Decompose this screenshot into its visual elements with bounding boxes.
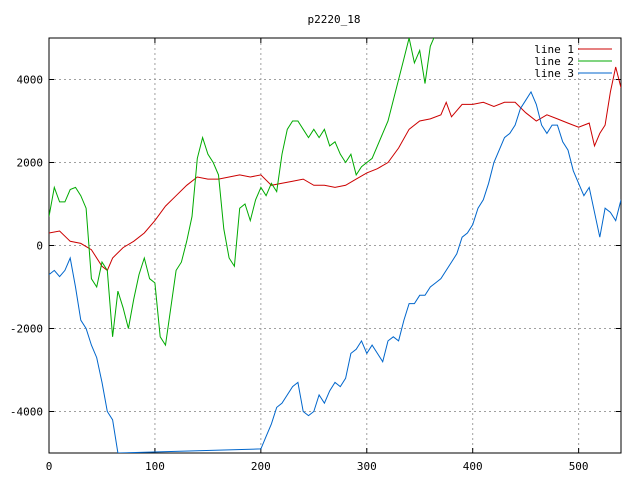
y-tick-label: -2000	[10, 323, 43, 336]
grid	[49, 38, 621, 453]
chart-title: p2220_18	[308, 13, 361, 26]
series-line-3	[49, 90, 621, 453]
x-tick-label: 400	[463, 460, 483, 473]
y-tick-label: 4000	[17, 74, 44, 87]
legend-label-3: line 3	[534, 67, 574, 80]
x-tick-label: 100	[145, 460, 165, 473]
axes: 0 100 200 300 400 500 -4000 -2000 0 2000 4000	[10, 37, 622, 473]
series-line-2	[49, 38, 435, 347]
y-tick-label: -4000	[10, 406, 43, 419]
x-tick-label: 200	[251, 460, 271, 473]
x-tick-label: 0	[46, 460, 53, 473]
series-line-1	[49, 66, 621, 272]
plot-frame	[48, 37, 622, 454]
legend-label-2: line 2	[534, 55, 574, 68]
y-tick-label: 2000	[17, 157, 44, 170]
y-tick-label: 0	[36, 240, 43, 253]
legend-label-1: line 1	[534, 43, 574, 56]
series-group	[49, 38, 621, 453]
x-tick-label: 500	[569, 460, 589, 473]
x-tick-label: 300	[357, 460, 377, 473]
